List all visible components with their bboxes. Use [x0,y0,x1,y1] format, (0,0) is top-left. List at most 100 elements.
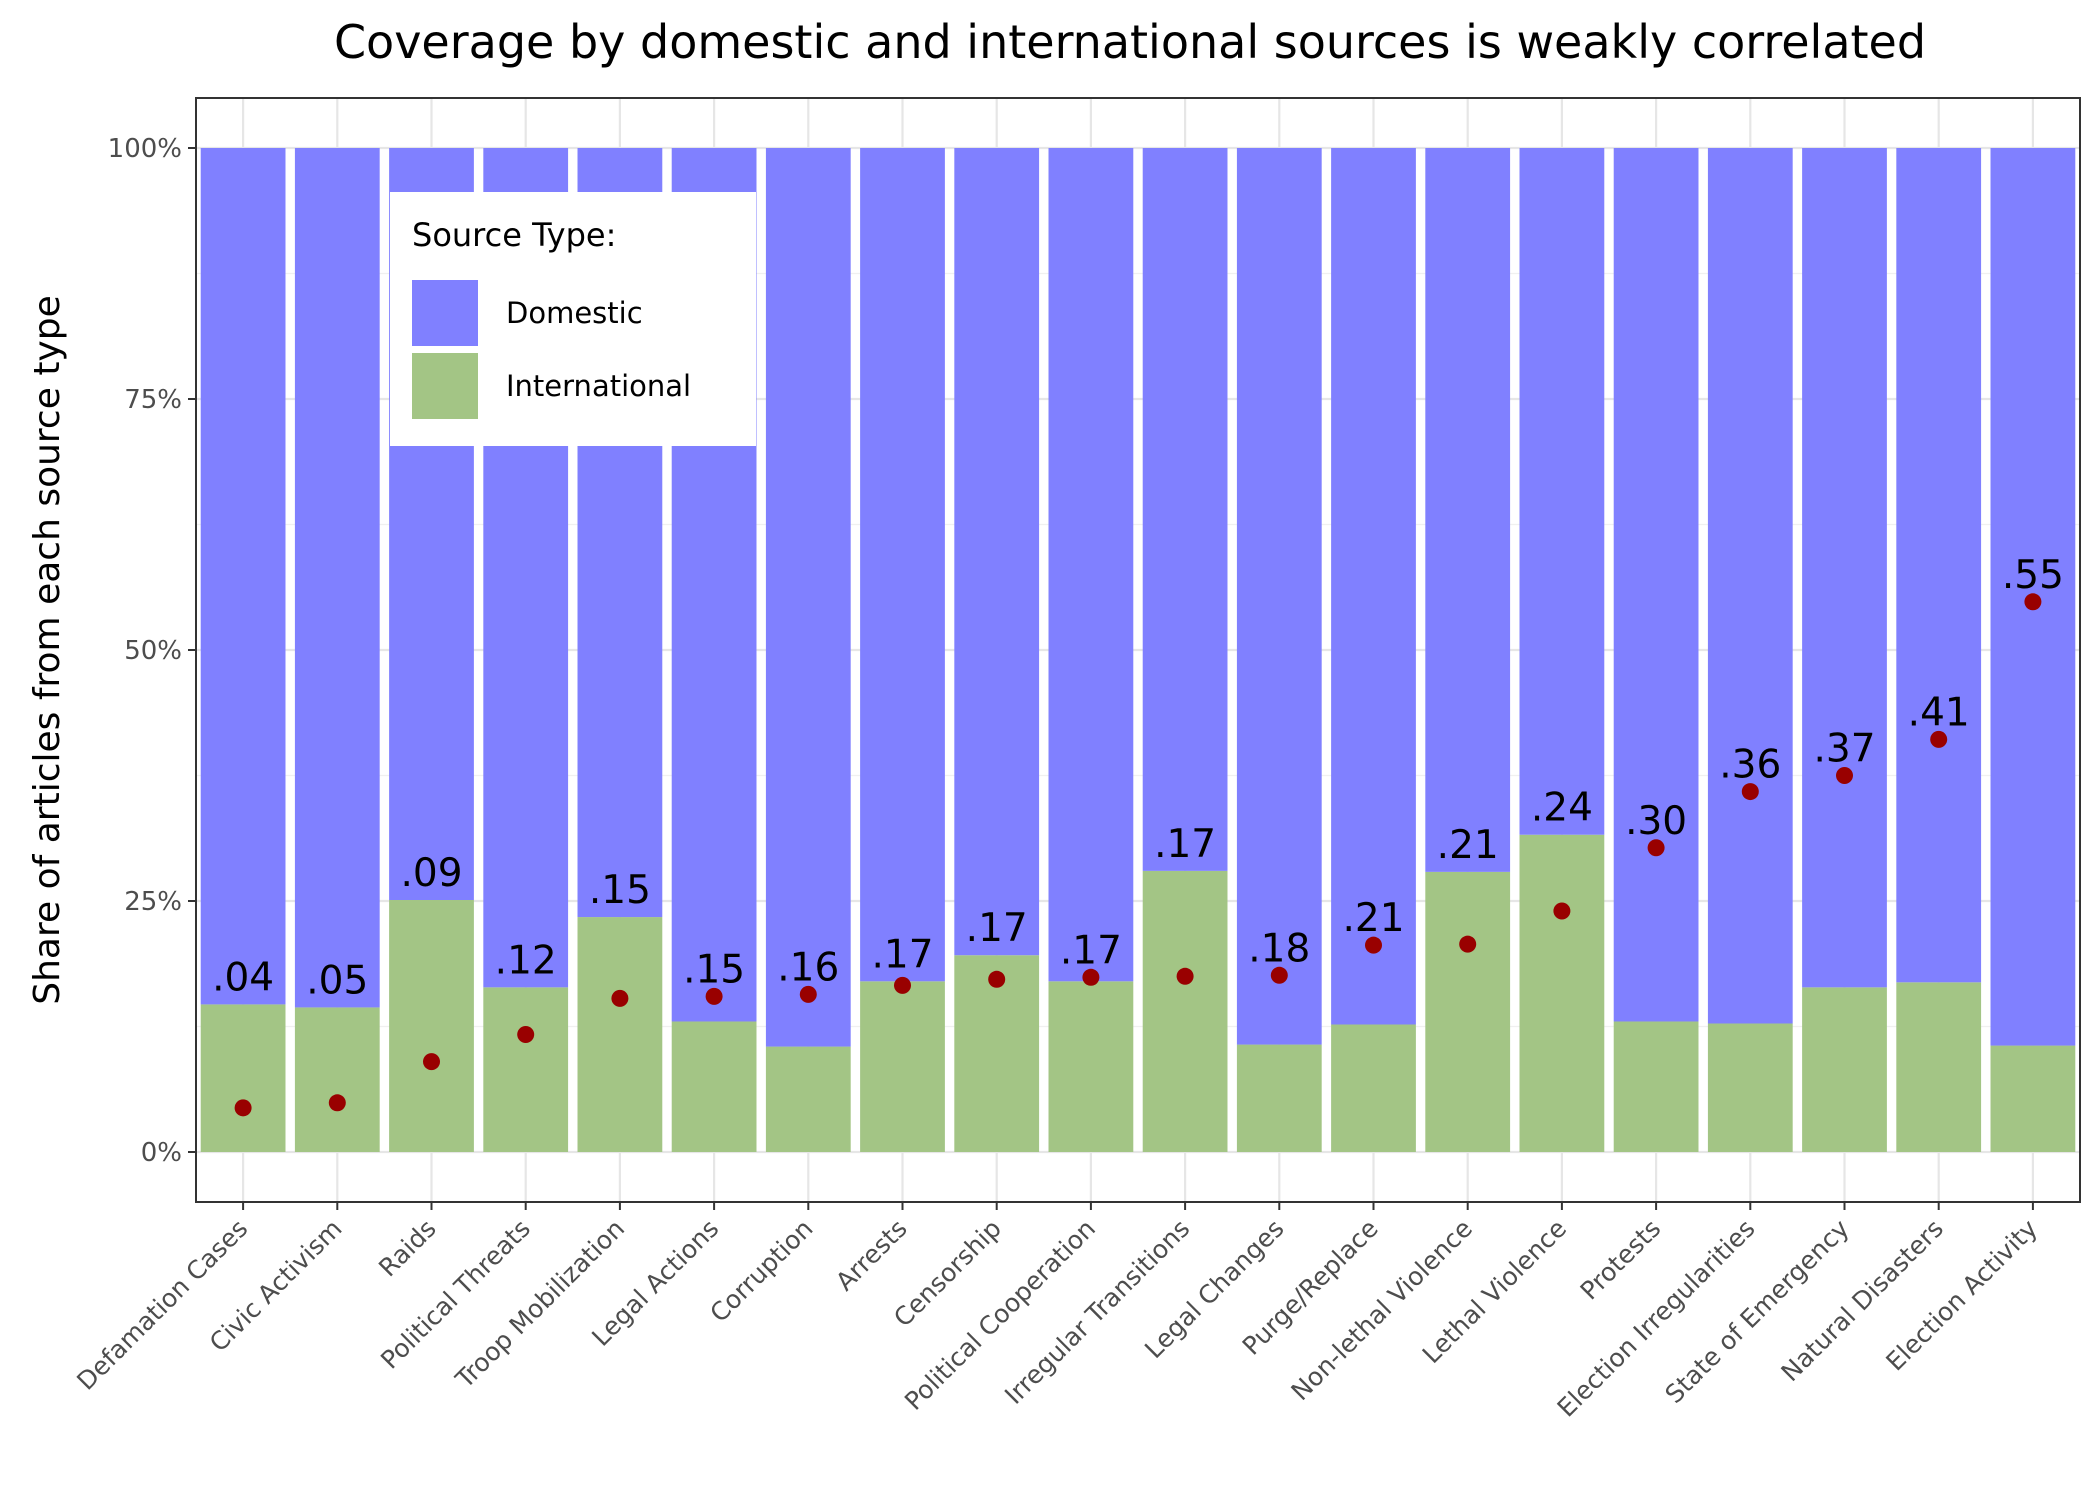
bar-international [1896,982,1982,1152]
data-label: .17 [1060,928,1122,973]
data-point [1365,936,1382,954]
bar-international [1613,1021,1699,1152]
bar-international [765,1046,851,1152]
points [234,593,2042,1117]
y-axis: 0% 25% 50% 75% 100% [108,134,196,1168]
data-point [1270,966,1288,984]
data-label: .05 [306,958,368,1003]
data-point [517,1026,535,1044]
data-point [1836,767,1853,784]
x-tick-label: State of Emergency [1659,1214,1854,1409]
data-labels: .04 .05 .09 .12 .15 .15 .16 .17 .17 .17 .17 .18 .21.… [212,553,2064,1004]
bar-international [671,1021,757,1152]
bar-domestic [1707,148,1793,1024]
data-label: .12 [495,938,557,983]
bar-international [1331,1024,1416,1152]
data-point [234,1099,252,1117]
data-label: .04 [212,955,274,1000]
data-label: .41 [1908,690,1970,735]
y-tick-label: 100% [108,134,182,164]
data-point [2024,593,2042,611]
data-label: .17 [1154,822,1216,867]
y-tick-label: 25% [124,887,182,917]
data-point [1647,839,1665,857]
data-label: .09 [400,851,462,896]
x-tick-label: Political Cooperation [899,1214,1101,1416]
bar-international [1802,987,1887,1152]
bar-domestic [1519,148,1605,835]
data-label: .18 [1248,926,1310,971]
data-label: .37 [1813,727,1875,772]
bar-international [200,1004,286,1152]
bar-international [1048,981,1134,1152]
bar-international [1425,871,1511,1152]
bar-international [483,987,569,1152]
legend-key-domestic [412,280,478,346]
data-point [328,1094,346,1112]
bar-domestic [1896,148,1982,983]
x-tick-label: Troop Mobilization [449,1214,630,1395]
data-point [1082,968,1100,986]
data-point [988,970,1006,988]
data-point [1741,783,1759,801]
data-point [611,989,629,1007]
bar-domestic [1236,148,1322,1045]
bar-domestic [1613,148,1699,1022]
data-point [1930,730,1948,748]
legend-label: International [506,369,691,403]
data-label: .21 [1342,896,1404,941]
bar-domestic [1425,148,1511,872]
bar-domestic [1142,148,1228,871]
x-tick-label: Irregular Transitions [999,1214,1195,1410]
bar-international [1990,1045,2076,1152]
data-label: .55 [2002,553,2064,598]
data-label: .36 [1719,743,1781,788]
data-label: .21 [1437,823,1499,868]
y-tick-label: 50% [124,636,182,666]
data-label: .15 [683,947,745,992]
bar-domestic [954,148,1040,956]
bar-domestic [1048,148,1134,982]
bar-international [954,955,1040,1152]
data-point [1176,967,1194,985]
legend-title: Source Type: [412,216,616,254]
data-point [1553,902,1571,920]
data-label: .30 [1625,799,1687,844]
x-tick-label: Arrests [830,1214,913,1297]
y-axis-label: Share of articles from each source type [27,295,68,1005]
x-tick-label: Raids [373,1214,442,1283]
data-point [894,976,911,994]
bar-domestic [1802,148,1887,988]
bar-international [1519,834,1605,1152]
legend: Source Type: Domestic International [390,192,756,446]
data-label: .17 [966,906,1028,951]
bar-international [294,1007,380,1152]
bar-international [389,899,474,1152]
bar-domestic [294,148,380,1008]
bar-domestic [860,148,945,982]
legend-key-international [412,353,478,419]
data-point [799,985,817,1003]
data-label: .16 [777,945,839,990]
x-tick-label: Protests [1575,1214,1667,1306]
bar-domestic [200,148,286,1005]
bar-international [1142,870,1228,1152]
data-label: .24 [1531,786,1593,831]
data-point [1459,935,1477,953]
y-tick-label: 0% [141,1138,182,1168]
legend-label: Domestic [506,296,643,330]
chart-title: Coverage by domestic and international s… [334,15,1926,69]
plot-area: .04 .05 .09 .12 .15 .15 .16 .17 .17 .17 .17 .18 .21.… [195,97,2081,1203]
bar-domestic [765,148,851,1047]
bar-domestic [1331,148,1416,1025]
x-tick-label: Non-lethal Violence [1286,1214,1478,1406]
data-point [423,1053,440,1071]
y-tick-label: 75% [124,385,182,415]
x-tick-label: Natural Disasters [1776,1214,1949,1387]
bar-international [1236,1044,1322,1152]
x-tick-label: Defamation Cases [71,1214,253,1396]
data-label: .17 [871,932,933,977]
bar-international [1707,1023,1793,1152]
bar-international [577,917,663,1152]
